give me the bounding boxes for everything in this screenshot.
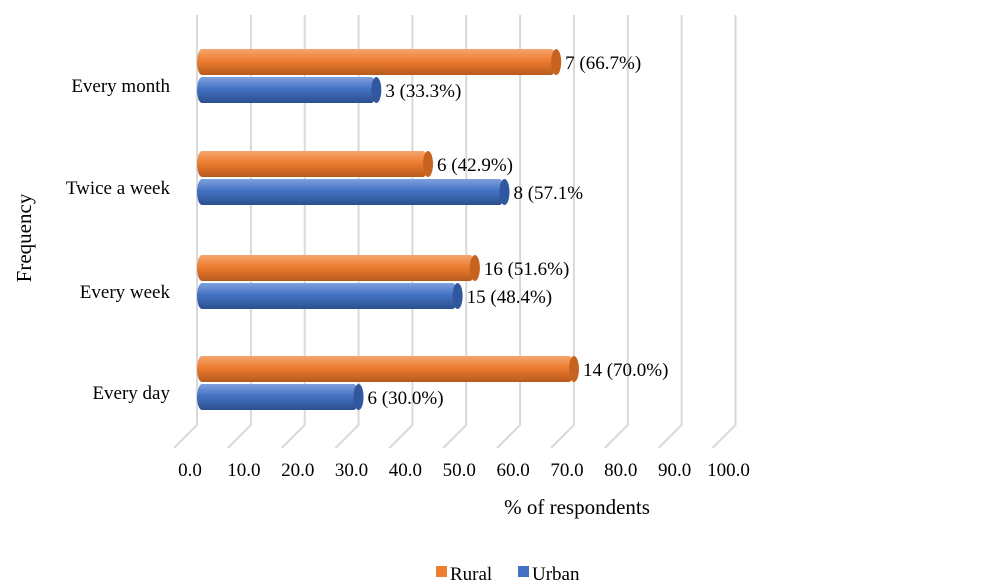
x-tick-label: 40.0: [389, 460, 422, 481]
data-label: 8 (57.1%: [513, 183, 583, 204]
bar-cap: [499, 179, 510, 205]
legend-swatch: [518, 566, 529, 577]
x-tick-label: 20.0: [281, 460, 314, 481]
legend-item: Urban: [518, 564, 580, 584]
bar: [197, 356, 579, 382]
gridline: [550, 15, 575, 449]
bar-body: [197, 356, 574, 382]
data-label: 6 (42.9%): [437, 155, 513, 176]
gridline: [442, 15, 468, 449]
bar-body: [197, 283, 458, 309]
bar-body: [197, 49, 557, 75]
data-label: 6 (30.0%): [368, 388, 444, 409]
category-label: Twice a week: [66, 178, 171, 199]
bar-cap: [469, 255, 480, 281]
data-label: 16 (51.6%): [484, 259, 569, 280]
gridline: [496, 15, 522, 449]
data-label: 3 (33.3%): [385, 81, 461, 102]
legend: Rural Urban: [436, 564, 580, 584]
bar-cap: [452, 283, 463, 309]
bar-cap: [371, 77, 382, 103]
gridlines: [173, 15, 737, 449]
x-tick-label: 90.0: [658, 460, 691, 481]
legend-label: Rural: [450, 564, 492, 584]
gridline: [173, 15, 198, 449]
x-axis-ticks: 0.0 10.0 20.0 30.0 40.0 50.0 60.0 70.0 80.0 90.0 1…: [178, 460, 750, 481]
data-labels: 7 (66.7%) 6 (42.9%) 16 (51.6%) 14 (70.0%) 3 …: [368, 53, 669, 409]
x-tick-label: 10.0: [227, 460, 260, 481]
bar: [197, 151, 434, 177]
bar-cap: [423, 151, 434, 177]
bar: [197, 283, 463, 309]
bar-cap: [551, 49, 562, 75]
category-label: Every week: [80, 282, 171, 303]
x-tick-label: 70.0: [550, 460, 583, 481]
bar-body: [197, 151, 429, 177]
x-tick-label: 80.0: [604, 460, 637, 481]
bar: [197, 255, 480, 281]
data-label: 7 (66.7%): [565, 53, 641, 74]
y-axis-categories: Every month Twice a week Every week Every d…: [66, 76, 171, 404]
data-label: 15 (48.4%): [467, 287, 552, 308]
legend-swatch: [436, 566, 447, 577]
bars: [197, 49, 579, 410]
bar-body: [197, 179, 505, 205]
bar: [197, 179, 510, 205]
gridline: [657, 15, 683, 449]
bar-cap: [353, 384, 364, 410]
gridline: [388, 15, 414, 449]
bar-body: [197, 255, 475, 281]
x-tick-label: 0.0: [178, 460, 202, 481]
legend-item: Rural: [436, 564, 492, 584]
x-axis-title: % of respondents: [504, 495, 650, 519]
x-tick-label: 50.0: [443, 460, 476, 481]
x-tick-label: 30.0: [335, 460, 368, 481]
bar-body: [197, 77, 377, 103]
category-label: Every month: [71, 76, 170, 97]
y-axis-title: Frequency: [12, 193, 36, 282]
bar-body: [197, 384, 359, 410]
data-label: 14 (70.0%): [583, 360, 668, 381]
bar: [197, 77, 382, 103]
gridline: [711, 15, 737, 449]
bar-cap: [568, 356, 579, 382]
gridline: [604, 15, 629, 449]
bar: [197, 49, 562, 75]
legend-label: Urban: [532, 564, 580, 584]
category-label: Every day: [92, 383, 170, 404]
x-tick-label: 60.0: [496, 460, 529, 481]
x-tick-label: 100.0: [707, 460, 750, 481]
bar: [197, 384, 364, 410]
